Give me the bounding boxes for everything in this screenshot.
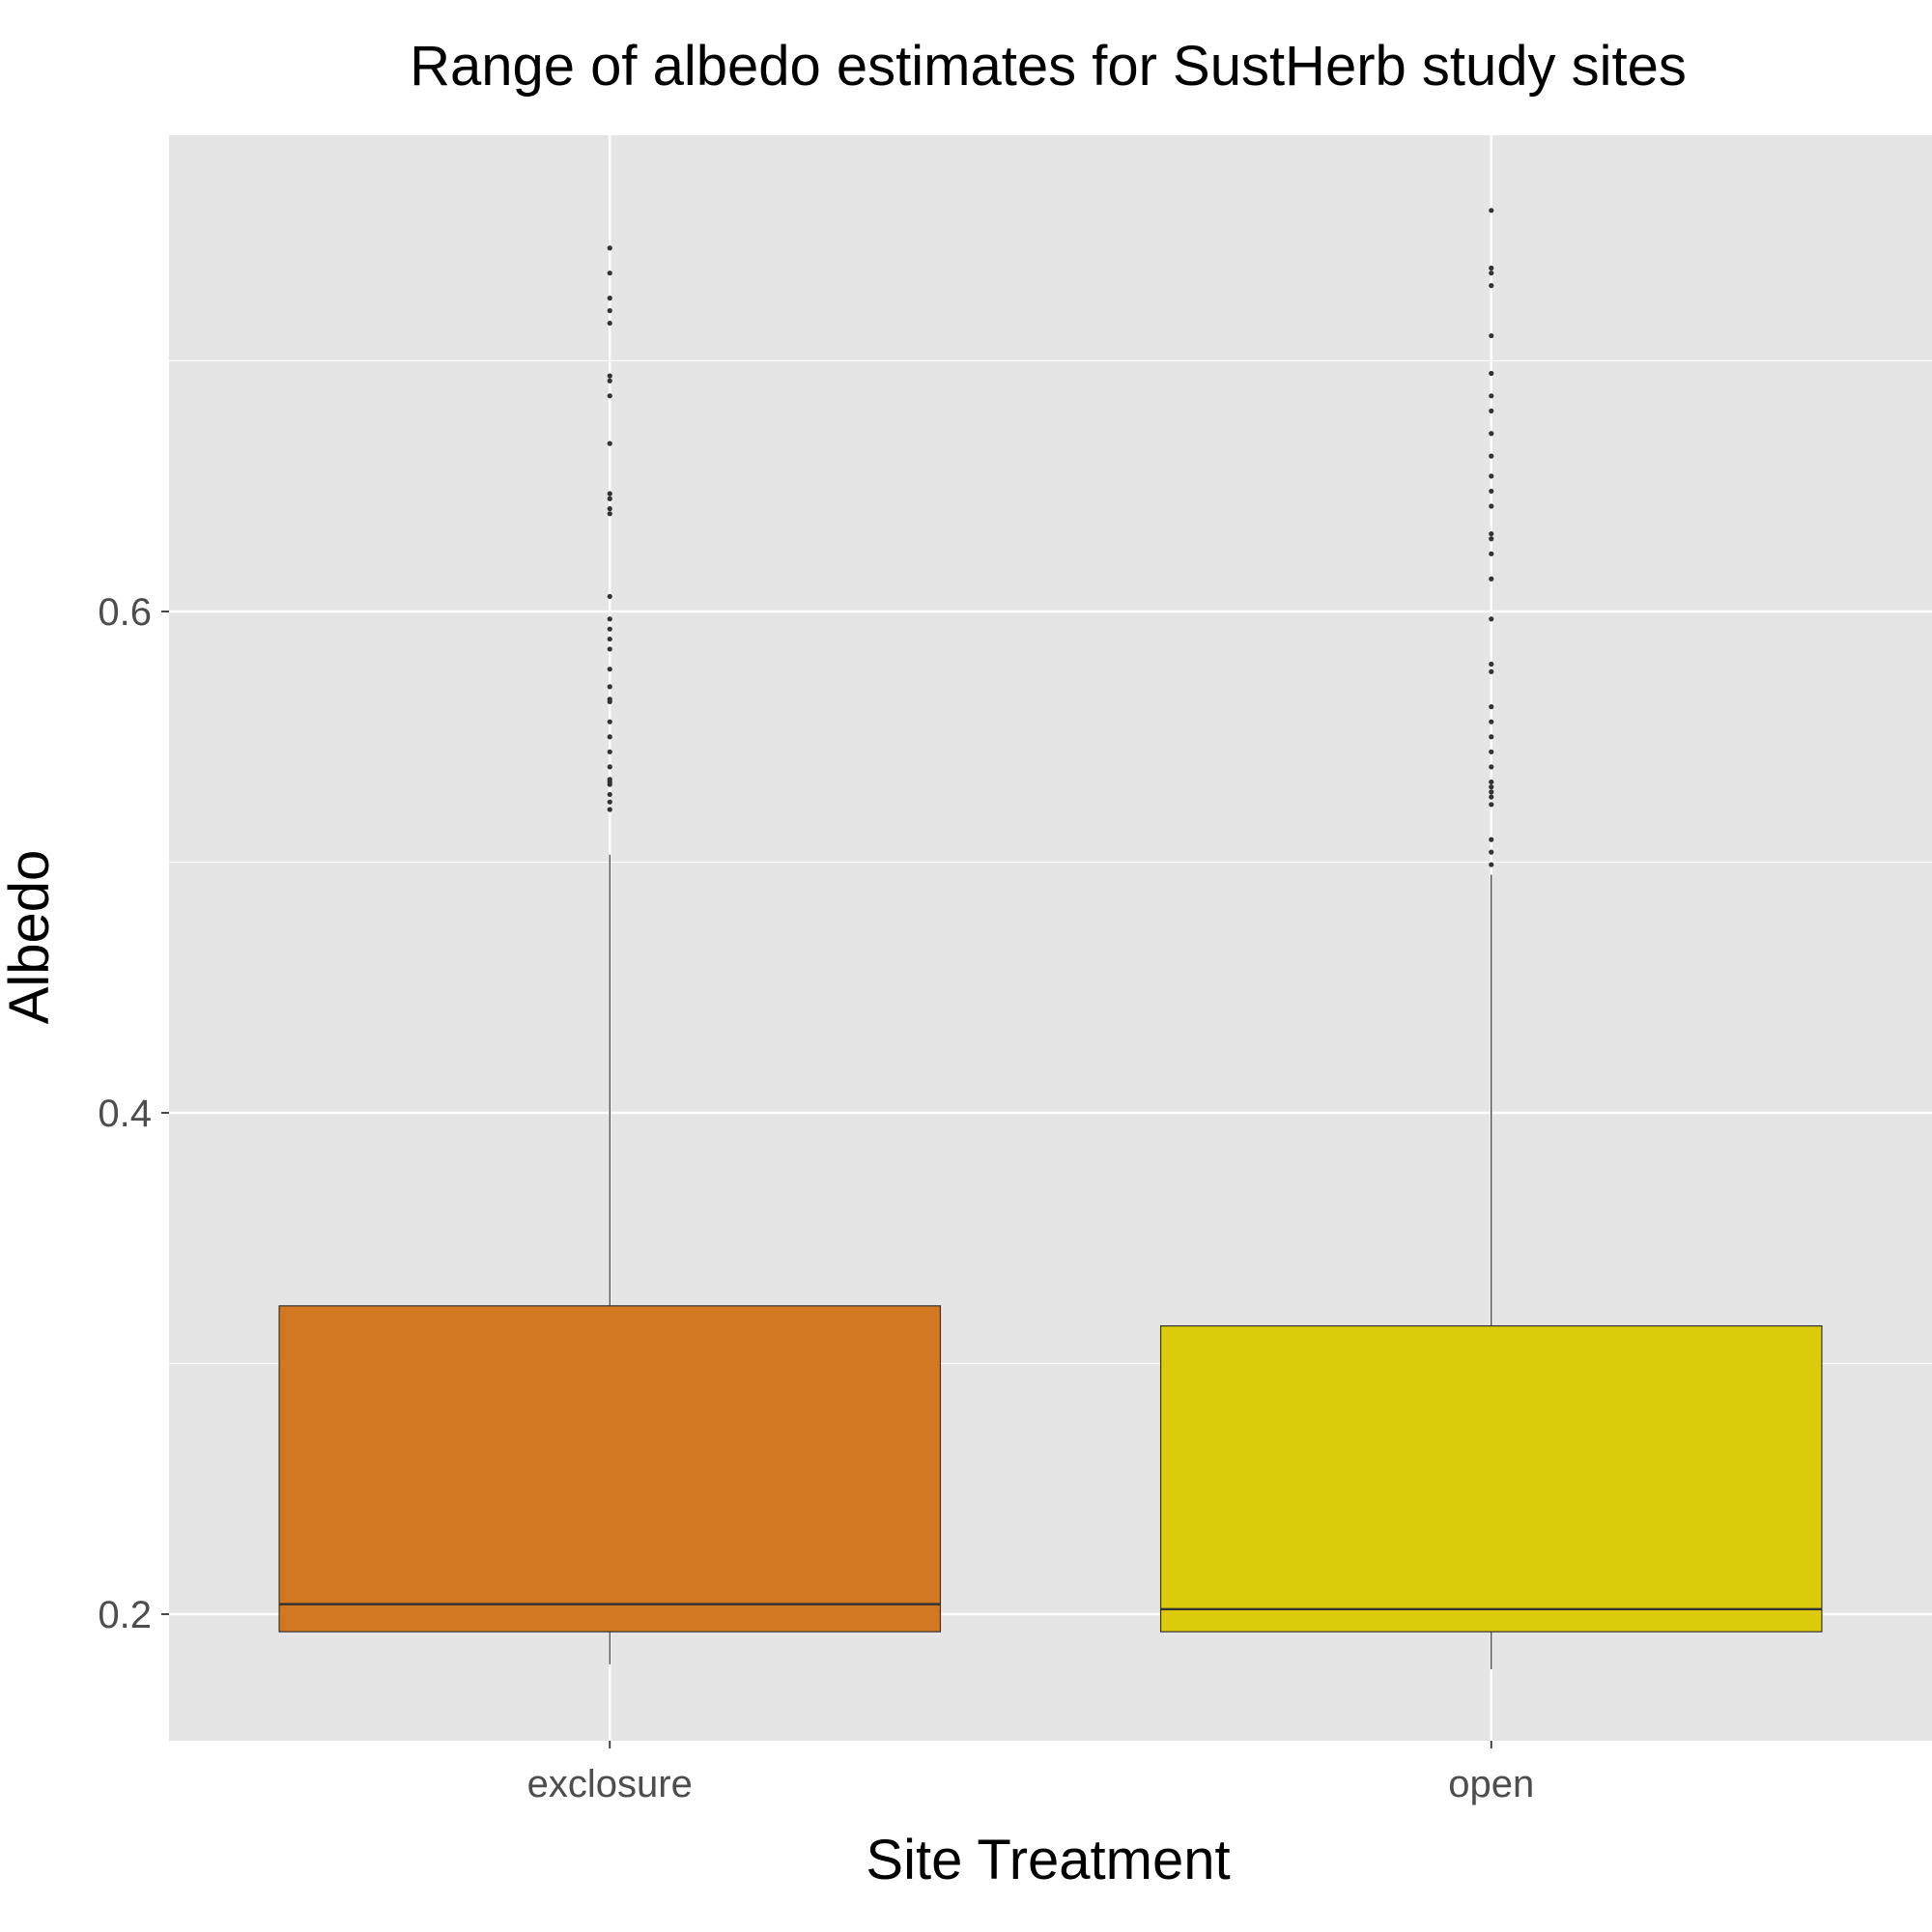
outlier-point: [1489, 704, 1494, 710]
outlier-point: [607, 764, 612, 770]
y-tick-label: 0.6: [98, 591, 152, 634]
outlier-point: [1489, 208, 1494, 213]
outlier-point: [1489, 270, 1494, 276]
outlier-point: [1489, 370, 1494, 377]
outlier-point: [1489, 431, 1494, 437]
outlier-point: [1489, 837, 1494, 842]
outlier-point: [607, 506, 612, 512]
outlier-point: [1489, 668, 1494, 674]
outlier-point: [607, 593, 612, 600]
outlier-point: [607, 791, 612, 798]
outlier-point: [1489, 576, 1494, 582]
outlier-point: [1489, 530, 1494, 537]
box-exclosure: [278, 245, 942, 1664]
outlier-point: [607, 734, 612, 740]
outlier-point: [1489, 661, 1494, 668]
axes: 0.2 0.4 0.6 exclosure open: [98, 591, 1534, 1805]
outlier-point: [607, 393, 612, 399]
outlier-point: [607, 308, 612, 314]
outlier-point: [1489, 408, 1494, 413]
outlier-point: [1489, 488, 1494, 495]
outlier-point: [1489, 616, 1494, 622]
outlier-point: [1489, 719, 1494, 724]
outlier-point: [607, 799, 612, 805]
outlier-point: [1489, 551, 1494, 556]
outlier-point: [1489, 749, 1494, 754]
outlier-point: [1489, 779, 1494, 785]
outlier-point: [1489, 332, 1494, 339]
outlier-point: [607, 696, 612, 702]
outlier-point: [1489, 453, 1494, 459]
outlier-point: [607, 616, 612, 622]
outlier-point: [607, 777, 612, 782]
outlier-point: [1489, 789, 1494, 795]
outlier-point: [607, 626, 612, 632]
outlier-point: [1489, 794, 1494, 800]
outlier-point: [607, 373, 612, 379]
outlier-point: [607, 684, 612, 690]
outlier-point: [607, 807, 612, 812]
outlier-point: [607, 511, 612, 517]
outlier-point: [1489, 503, 1494, 509]
outlier-point: [607, 646, 612, 652]
outlier-point: [607, 719, 612, 724]
outlier-point: [607, 440, 612, 446]
box-open: [1159, 208, 1823, 1670]
outlier-point: [1489, 802, 1494, 808]
outlier-point: [607, 378, 612, 384]
outlier-point: [607, 667, 612, 672]
outlier-point: [1489, 764, 1494, 770]
y-axis-title: Albedo: [0, 850, 61, 1025]
x-tick-label: open: [1448, 1763, 1534, 1805]
outlier-point: [1489, 784, 1494, 790]
y-tick-label: 0.4: [98, 1093, 152, 1135]
outlier-point: [607, 296, 612, 301]
outlier-point: [1489, 473, 1494, 479]
outlier-point: [607, 320, 612, 327]
x-tick-label: exclosure: [527, 1763, 693, 1805]
outlier-point: [607, 636, 612, 642]
outlier-point: [1489, 734, 1494, 740]
box-body: [278, 1305, 942, 1633]
outlier-point: [607, 491, 612, 497]
outlier-point: [1489, 393, 1494, 399]
x-axis-title: Site Treatment: [866, 1829, 1230, 1891]
chart-title: Range of albedo estimates for SustHerb s…: [410, 35, 1687, 98]
outlier-point: [607, 496, 612, 501]
box-body: [1159, 1324, 1823, 1633]
outlier-point: [1489, 283, 1494, 289]
outlier-point: [1489, 862, 1494, 867]
boxplot-layer: [278, 208, 1823, 1670]
outlier-point: [1489, 849, 1494, 855]
outlier-point: [607, 245, 612, 251]
y-tick-label: 0.2: [98, 1594, 152, 1636]
outlier-point: [1489, 536, 1494, 542]
outlier-point: [1489, 265, 1494, 271]
outlier-point: [607, 749, 612, 754]
outlier-point: [607, 270, 612, 276]
